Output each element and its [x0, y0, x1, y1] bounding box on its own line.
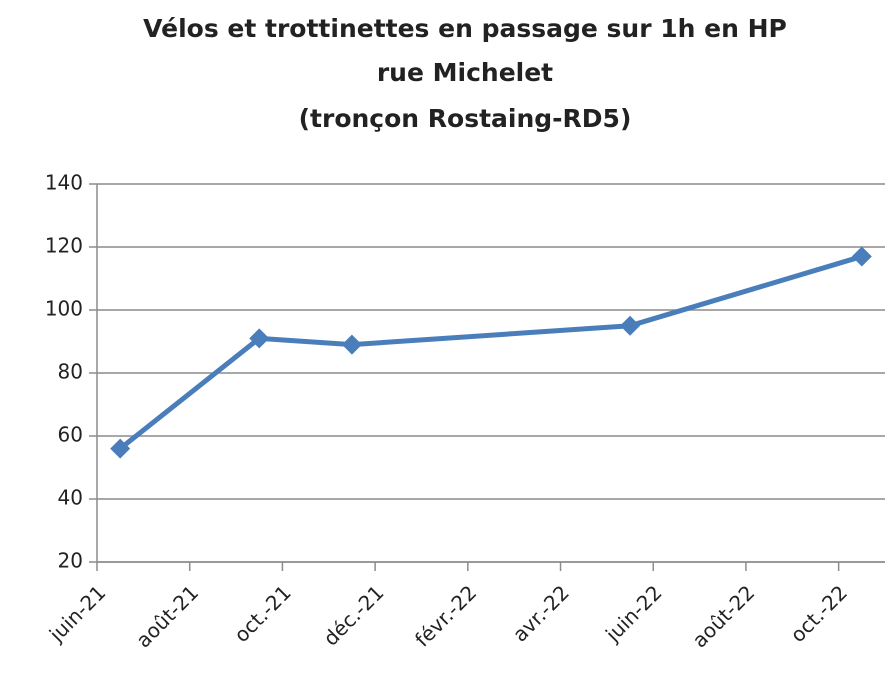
y-tick-label: 120	[45, 234, 83, 258]
y-tick-label: 100	[45, 297, 83, 321]
y-tick-label: 20	[58, 549, 83, 573]
x-tick-label: févr.-22	[410, 580, 481, 651]
chart-title: rue Michelet	[377, 58, 553, 87]
marker	[110, 438, 131, 459]
marker	[341, 334, 362, 355]
x-tick-label: oct.-22	[786, 580, 853, 647]
x-tick-label: déc.-21	[319, 580, 389, 650]
x-tick-label: août-22	[687, 580, 759, 652]
chart-title: Vélos et trottinettes en passage sur 1h …	[143, 14, 787, 43]
y-tick-label: 40	[58, 486, 83, 510]
x-tick-label: juin-22	[600, 580, 667, 647]
x-tick-label: juin-21	[44, 580, 111, 647]
marker	[620, 315, 641, 336]
y-tick-label: 60	[58, 423, 83, 447]
marker	[851, 246, 872, 267]
chart-title: (tronçon Rostaing-RD5)	[299, 104, 632, 133]
x-tick-label: oct.-21	[229, 580, 296, 647]
y-tick-label: 140	[45, 171, 83, 195]
x-tick-label: août-21	[131, 580, 203, 652]
x-tick-label: avr.-22	[508, 580, 574, 646]
line	[118, 254, 863, 451]
marker	[249, 328, 270, 349]
y-tick-label: 80	[58, 360, 83, 384]
